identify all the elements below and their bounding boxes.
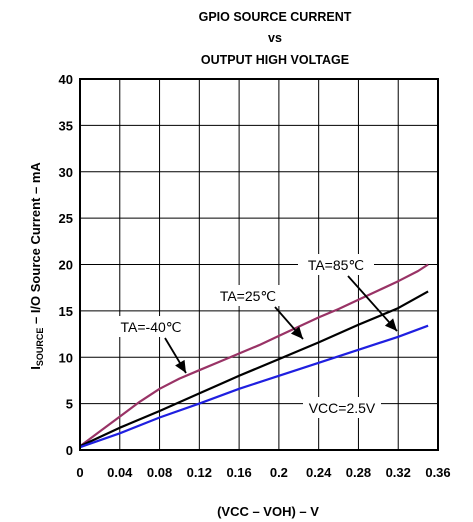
y-axis-label: ISOURCE – I/O Source Current – mA bbox=[28, 162, 45, 370]
annotation-arrow-line-2 bbox=[347, 275, 398, 332]
annotation-label-3: VCC=2.5V bbox=[309, 400, 376, 416]
annotation-box-0 bbox=[111, 316, 191, 337]
annotation-label-0: TA=-40℃ bbox=[121, 319, 182, 335]
y-tick-label: 35 bbox=[59, 118, 73, 133]
y-tick-label: 0 bbox=[66, 443, 73, 458]
y-tick-label: 20 bbox=[59, 258, 73, 273]
y-axis-label-subscript: SOURCE bbox=[35, 328, 45, 367]
annotation-box-1 bbox=[212, 285, 284, 306]
title-line-2: vs bbox=[268, 31, 282, 45]
annotation-box-2 bbox=[298, 254, 374, 275]
annotation-arrow-head-0 bbox=[175, 359, 186, 373]
x-tick-label: 0.28 bbox=[346, 465, 371, 480]
x-tick-label: 0.24 bbox=[306, 465, 332, 480]
x-tick-label: 0.32 bbox=[386, 465, 411, 480]
series-group bbox=[79, 263, 429, 449]
y-tick-labels: 0 5 10 15 20 25 30 35 40 bbox=[59, 72, 73, 458]
title-line-3: OUTPUT HIGH VOLTAGE bbox=[201, 53, 349, 67]
y-axis-label-prefix: I bbox=[28, 366, 43, 370]
annotation-label-2: TA=85℃ bbox=[308, 257, 364, 273]
x-tick-labels: 0 0.04 0.08 0.12 0.16 0.2 0.24 0.28 0.32 0.36 bbox=[76, 465, 450, 480]
annotations: TA=-40℃ TA=25℃ TA=85℃ VCC=2.5V bbox=[111, 254, 398, 418]
x-tick-label: 0.12 bbox=[187, 465, 212, 480]
plot-border bbox=[79, 78, 439, 451]
chart-title: GPIO SOURCE CURRENT vs OUTPUT HIGH VOLTA… bbox=[199, 10, 352, 67]
series-line-2 bbox=[79, 324, 429, 449]
y-tick-label: 25 bbox=[59, 211, 73, 226]
x-tick-label: 0.04 bbox=[107, 465, 133, 480]
x-tick-label: 0.08 bbox=[147, 465, 172, 480]
y-tick-label: 40 bbox=[59, 72, 73, 87]
x-tick-label: 0.2 bbox=[270, 465, 288, 480]
x-tick-label: 0.16 bbox=[226, 465, 251, 480]
y-tick-label: 15 bbox=[59, 304, 73, 319]
y-axis-label-rest: – I/O Source Current – mA bbox=[28, 162, 43, 328]
annotation-arrow-head-1 bbox=[290, 326, 303, 339]
annotation-label-1: TA=25℃ bbox=[220, 288, 276, 304]
series-line-0 bbox=[79, 263, 429, 448]
x-axis-label: (VCC – VOH) – V bbox=[217, 504, 319, 519]
annotation-box-3 bbox=[303, 397, 381, 418]
annotation-arrow-head-2 bbox=[384, 318, 397, 331]
title-line-1: GPIO SOURCE CURRENT bbox=[199, 10, 352, 24]
y-tick-label: 30 bbox=[59, 165, 73, 180]
series-line-1 bbox=[79, 290, 429, 448]
y-tick-label: 5 bbox=[66, 397, 73, 412]
grid bbox=[79, 78, 439, 451]
plot-frame bbox=[79, 78, 439, 451]
y-tick-label: 10 bbox=[59, 350, 73, 365]
x-tick-label: 0 bbox=[76, 465, 83, 480]
x-tick-label: 0.36 bbox=[425, 465, 450, 480]
